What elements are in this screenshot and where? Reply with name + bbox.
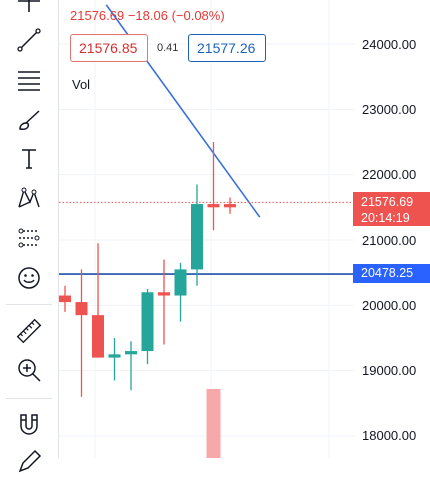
fib-levels-icon bbox=[18, 71, 40, 91]
volume-indicator-label[interactable]: Vol bbox=[72, 77, 91, 92]
magnet-tool[interactable] bbox=[10, 408, 48, 442]
horizontal-line-price-tag[interactable]: 20478.25 bbox=[353, 264, 430, 283]
text-tool-icon bbox=[22, 149, 36, 169]
price-axis-label: 21000.00 bbox=[362, 233, 417, 248]
crosshair-tool[interactable] bbox=[10, 0, 48, 18]
toolbar-divider bbox=[6, 304, 52, 305]
candle-body bbox=[59, 295, 71, 303]
price-change-readout: 21576.69 −18.06 (−0.08%) bbox=[70, 8, 225, 23]
candle-body bbox=[174, 269, 187, 296]
brush-tool[interactable] bbox=[10, 103, 48, 137]
candle-body bbox=[108, 354, 121, 358]
drawing-toolbar bbox=[0, 0, 59, 473]
ruler-tool[interactable] bbox=[10, 314, 48, 348]
price-axis-label: 24000.00 bbox=[362, 37, 417, 52]
pattern-icon bbox=[18, 187, 40, 208]
volume-bar bbox=[206, 389, 221, 458]
candle-body bbox=[92, 315, 104, 358]
forecast-tool[interactable] bbox=[10, 221, 48, 255]
trend-line-icon bbox=[17, 28, 41, 52]
candle-body bbox=[141, 292, 154, 352]
trend-line-tool[interactable] bbox=[10, 23, 48, 57]
candle-body bbox=[224, 204, 236, 208]
buy-button[interactable]: 21577.26 bbox=[188, 34, 266, 62]
price-chart[interactable] bbox=[59, 0, 430, 458]
pencil-tool[interactable] bbox=[10, 445, 48, 479]
candle-body bbox=[191, 204, 203, 270]
zoom-in-tool[interactable] bbox=[10, 353, 48, 387]
fib-levels-tool[interactable] bbox=[10, 63, 48, 97]
pattern-tool[interactable] bbox=[10, 181, 48, 215]
chart-area[interactable] bbox=[59, 0, 430, 458]
last-price-value: 21576.69 bbox=[361, 195, 414, 209]
magnet-icon bbox=[20, 414, 38, 435]
price-axis-label: 20000.00 bbox=[362, 298, 417, 313]
sell-button[interactable]: 21576.85 bbox=[70, 34, 148, 62]
brush-icon bbox=[19, 110, 40, 130]
price-axis-label: 22000.00 bbox=[362, 167, 417, 182]
ruler-icon bbox=[16, 318, 42, 344]
crosshair-icon bbox=[18, 0, 40, 12]
pencil-icon bbox=[18, 449, 42, 473]
candle-body bbox=[158, 292, 170, 296]
price-axis-label: 18000.00 bbox=[362, 428, 417, 443]
price-axis-label: 23000.00 bbox=[362, 102, 417, 117]
last-price-tag: 21576.69 20:14:19 bbox=[353, 192, 430, 226]
candle-body bbox=[207, 204, 220, 208]
zoom-in-icon bbox=[18, 359, 41, 382]
bar-countdown: 20:14:19 bbox=[361, 211, 410, 225]
text-tool[interactable] bbox=[10, 141, 48, 175]
price-axis-label: 19000.00 bbox=[362, 363, 417, 378]
spread-value: 0.41 bbox=[157, 42, 179, 54]
forecast-icon bbox=[18, 228, 40, 248]
toolbar-divider bbox=[6, 398, 52, 399]
candle-body bbox=[125, 351, 137, 355]
emoji-icon bbox=[18, 267, 40, 289]
emoji-tool[interactable] bbox=[10, 261, 48, 295]
candle-body bbox=[75, 302, 88, 316]
